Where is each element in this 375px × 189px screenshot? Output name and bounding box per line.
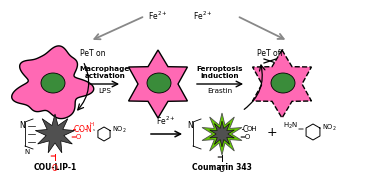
Text: O: O [219, 165, 225, 174]
Text: NO$_2$: NO$_2$ [322, 123, 337, 133]
Polygon shape [202, 113, 242, 155]
Text: Ferroptosis: Ferroptosis [197, 66, 243, 72]
Text: NO$_2$: NO$_2$ [112, 125, 127, 135]
Text: H$_2$N: H$_2$N [283, 121, 298, 131]
Ellipse shape [271, 73, 295, 93]
Text: =: = [216, 154, 222, 160]
Text: PeT on: PeT on [80, 50, 106, 59]
Text: Macrophage: Macrophage [80, 66, 130, 72]
Polygon shape [35, 114, 75, 153]
Text: N: N [19, 122, 25, 130]
Text: =: = [49, 153, 55, 159]
Text: Fe$^{2+}$: Fe$^{2+}$ [193, 10, 213, 22]
Text: N: N [187, 122, 193, 130]
Ellipse shape [147, 73, 171, 93]
Text: Fe$^{2+}$: Fe$^{2+}$ [156, 115, 176, 127]
Text: COU-LIP-1: COU-LIP-1 [33, 163, 76, 171]
Text: O: O [52, 164, 58, 173]
Text: OH: OH [247, 126, 257, 132]
Polygon shape [129, 50, 188, 118]
Text: induction: induction [201, 73, 239, 79]
Text: +: + [267, 125, 277, 139]
Text: LPS: LPS [99, 88, 111, 94]
Text: =O: =O [239, 134, 250, 140]
Polygon shape [12, 46, 94, 119]
Text: Coumarin 343: Coumarin 343 [192, 163, 252, 171]
Text: PeT off: PeT off [257, 50, 283, 59]
Text: N: N [24, 149, 30, 155]
Text: C: C [74, 125, 79, 133]
Ellipse shape [41, 73, 65, 93]
Text: N: N [85, 125, 91, 133]
Text: Fe$^{2+}$: Fe$^{2+}$ [148, 10, 168, 22]
Text: Erastin: Erastin [207, 88, 232, 94]
Text: H: H [90, 122, 94, 128]
Text: O: O [79, 125, 85, 133]
Text: =O: =O [70, 134, 82, 140]
Text: C: C [242, 125, 248, 133]
Polygon shape [252, 50, 312, 118]
Text: activation: activation [85, 73, 125, 79]
Polygon shape [210, 121, 234, 147]
